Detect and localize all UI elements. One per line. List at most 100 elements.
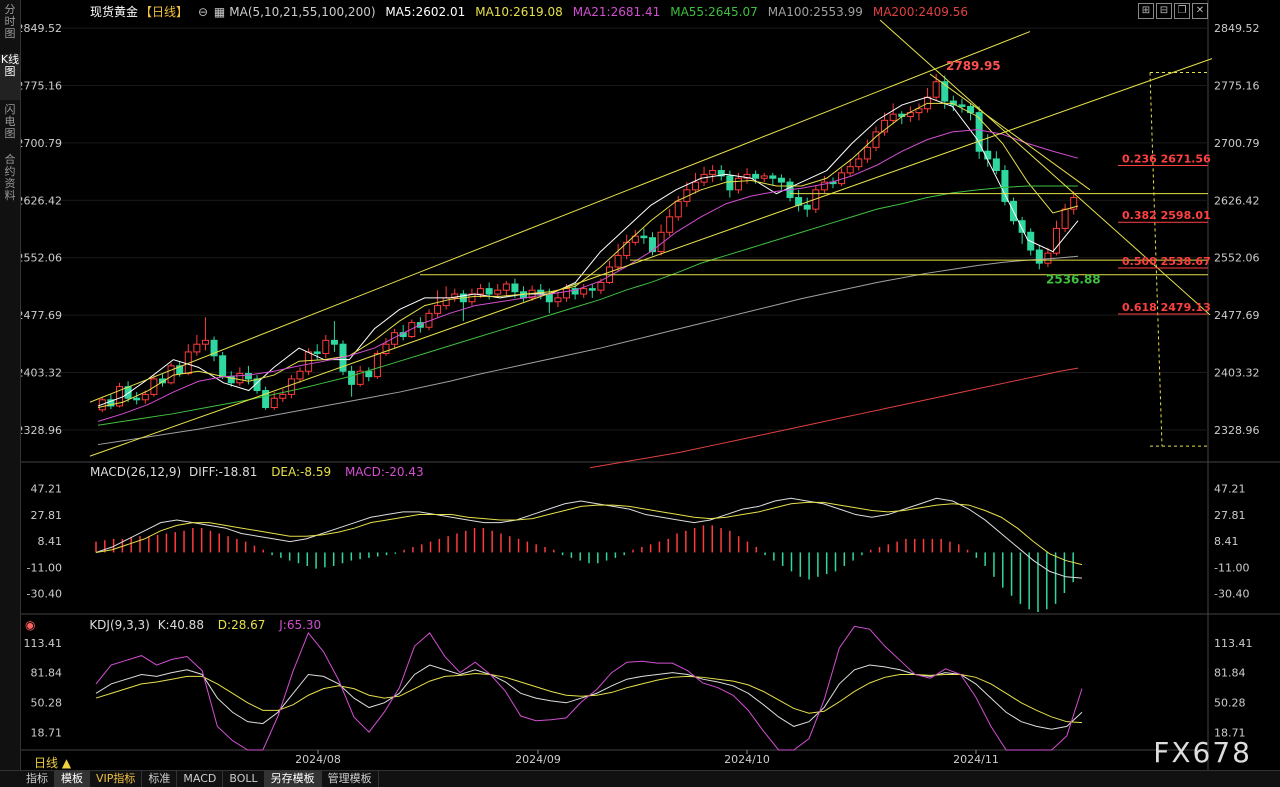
kdj-tick-label: 50.28 [1214,697,1246,710]
tab-standard[interactable]: 标准 [142,771,178,787]
period-selector[interactable]: 日线 ▲ [34,756,72,770]
ma-line-ma55 [97,185,1078,426]
ma-line-ma10 [97,102,1079,408]
y-tick-label: 2849.52 [1214,22,1260,35]
tab-manage-template[interactable]: 管理模板 [322,771,379,787]
candle-body [193,343,201,353]
candle-body [356,370,364,385]
candle-body [330,339,338,345]
tab-save-template[interactable]: 另存模板 [264,771,322,787]
y-tick-label: 2477.69 [17,309,63,322]
candle-body [201,339,209,345]
candle-body [287,378,295,395]
y-tick-label: 2775.16 [1214,79,1260,92]
candle-body [244,373,252,380]
tab-template[interactable]: 模板 [55,771,90,787]
tab-kline[interactable]: K线图 [0,54,20,100]
candle-body [262,390,270,409]
indicator-grid-icon[interactable]: ▦ [213,5,226,19]
candle-body [769,175,777,179]
candle-body [219,355,227,378]
candle-body [158,378,166,384]
trend-line [89,58,1213,457]
macd-tick-label: 47.21 [31,483,63,496]
candle-body [975,112,983,152]
x-tick-label: 2024/08 [295,753,341,766]
watermark: FX678 [1153,736,1252,769]
candle-body [133,397,141,401]
macd-tick-label: 27.81 [1214,509,1246,522]
fib-label: 0.500 2538.67 [1122,255,1211,268]
tab-macd[interactable]: MACD [177,771,224,787]
candle-body [545,293,553,303]
macd-tick-label: -11.00 [1214,561,1249,574]
kdj-tick-label: 18.71 [1214,726,1246,739]
ma-legend-item: MA5:2602.01 [385,5,466,19]
candle-body [451,293,459,299]
macd-title: MACD(26,12,9) [90,465,182,479]
kdj-d: D:28.67 [217,618,266,632]
candle-body [855,158,863,168]
candle-body [863,146,871,160]
candle-body [588,288,596,291]
split-icon[interactable]: ⊞ [1138,3,1154,19]
candle-body [717,170,725,177]
candle-body [554,297,562,303]
bottom-toolbar: 指标 模板 VIP指标 标准 MACD BOLL 另存模板 管理模板 [0,770,1280,787]
macd-tick-label: -11.00 [27,561,62,574]
kdj-settings-icon[interactable]: ◉ [25,618,36,632]
candle-body [648,237,656,253]
candle-body [305,351,313,372]
kdj-tick-label: 81.84 [31,667,63,680]
candle-body [1053,227,1061,254]
y-tick-label: 2626.42 [17,194,63,207]
fib-label: 0.236 2671.56 [1122,152,1211,165]
left-tab-bar: 分时图 K线图 闪电图 合约资料 [0,0,21,786]
tab-timeshare[interactable]: 分时图 [4,3,16,40]
candle-body [614,254,622,268]
candle-body [1070,197,1078,210]
candle-body [777,177,785,183]
candle-body [322,339,330,354]
candle-body [992,158,1000,172]
fib-label: 0.618 2479.13 [1122,301,1211,314]
macd-line-dea [95,501,1083,566]
tab-contract-info[interactable]: 合约资料 [4,153,16,202]
restore-icon[interactable]: ❐ [1174,3,1190,19]
candle-body [236,373,244,384]
candle-body [1001,170,1009,202]
candle-body [889,113,897,121]
candle-body [846,166,854,174]
tab-boll[interactable]: BOLL [223,771,265,787]
grid-layer [20,0,1280,770]
candle-body [872,131,880,148]
close-icon[interactable]: ✕ [1192,3,1208,19]
ma-params: MA(5,10,21,55,100,200) [229,5,376,19]
ma-line-ma5 [97,96,1079,407]
candle-body [391,332,399,345]
layout-icon[interactable]: ⊟ [1156,3,1172,19]
candle-body [270,397,278,409]
candle-body [494,289,502,295]
kdj-title: KDJ(9,3,3) [89,618,150,632]
x-tick-label: 2024/10 [724,753,770,766]
ma-line-ma100 [97,255,1079,446]
candle-body [511,283,519,293]
candle-body [752,173,760,179]
macd-tick-label: -30.40 [27,588,62,601]
candle-body [631,235,639,243]
fib-label: 0.382 2598.01 [1122,209,1211,222]
candle-body [434,305,442,314]
candle-body [1044,252,1052,264]
tab-flash[interactable]: 闪电图 [4,103,16,140]
tab-vip-indicator[interactable]: VIP指标 [90,771,143,787]
candle-body [1018,220,1026,233]
settings-icon[interactable]: ⊖ [198,5,209,19]
tab-indicator[interactable]: 指标 [20,771,55,787]
price-legend: 现货黄金 【日线】 ⊖ ▦ MA(5,10,21,55,100,200) MA5:26… [90,3,988,20]
macd-value: MACD:-20.43 [344,465,424,479]
candle-body [932,81,940,98]
macd-tick-label: -30.40 [1214,588,1249,601]
ma-legend-item: MA10:2619.08 [475,5,563,19]
y-tick-label: 2552.06 [1214,252,1260,265]
